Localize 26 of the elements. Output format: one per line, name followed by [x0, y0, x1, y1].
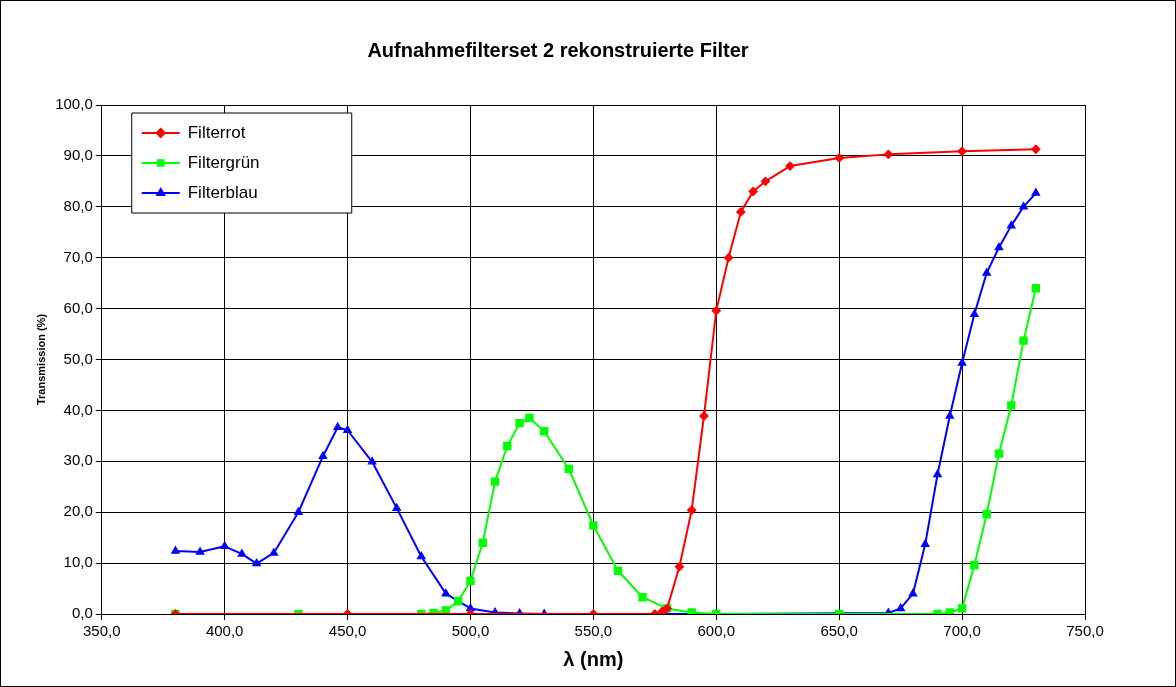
chart-title: Aufnahmefilterset 2 rekonstruierte Filter [367, 38, 749, 61]
x-tick-label: 750,0 [1066, 622, 1104, 640]
y-tick-label: 80,0 [63, 196, 93, 214]
x-tick-label: 350,0 [82, 622, 121, 640]
x-axis-title: λ (nm) [563, 647, 624, 670]
y-tick-label: 20,0 [63, 502, 93, 520]
y-tick-label: 90,0 [63, 146, 93, 164]
x-tick-label: 450,0 [328, 622, 367, 640]
x-tick-label: 600,0 [697, 622, 736, 640]
legend-label: Filterblau [187, 182, 258, 202]
y-tick-label: 10,0 [63, 553, 93, 571]
legend-label: Filterrot [187, 122, 246, 142]
x-tick-label: 650,0 [820, 622, 858, 640]
y-tick-label: 40,0 [63, 400, 93, 418]
x-tick-label: 400,0 [205, 622, 244, 640]
y-axis-title: Transmission (%) [34, 313, 47, 406]
y-tick-label: 0,0 [71, 604, 93, 622]
x-tick-label: 500,0 [451, 622, 490, 640]
y-tick-label: 30,0 [63, 451, 93, 469]
x-tick-label: 550,0 [574, 622, 613, 640]
y-tick-label: 70,0 [63, 247, 93, 265]
y-tick-label: 100,0 [55, 95, 93, 113]
x-tick-label: 700,0 [943, 622, 981, 640]
y-tick-label: 50,0 [63, 349, 93, 367]
y-tick-label: 60,0 [63, 298, 93, 316]
legend-label: Filtergrün [187, 152, 260, 172]
